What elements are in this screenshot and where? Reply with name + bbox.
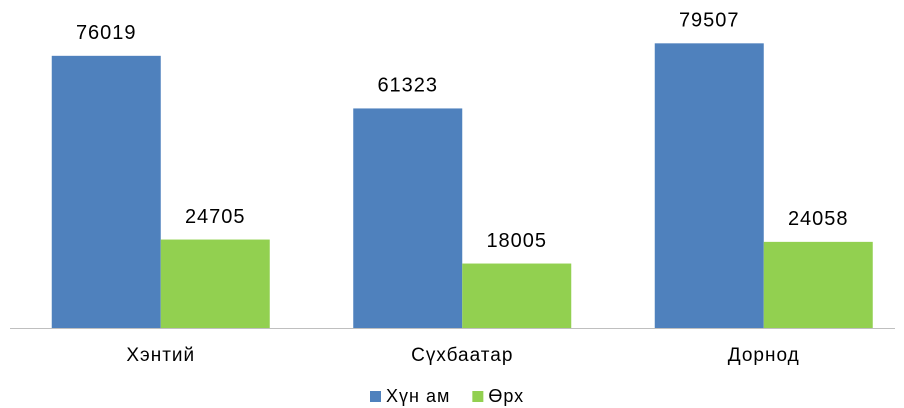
bar [654, 43, 764, 328]
data-label: 79507 [679, 10, 740, 32]
bar [353, 108, 463, 328]
data-label: 61323 [377, 75, 438, 97]
data-label: 24705 [185, 206, 246, 228]
legend-swatch [472, 391, 484, 402]
legend-label: Хүн ам [386, 386, 450, 406]
x-tick-label: Дорнод [728, 345, 800, 366]
bar [462, 263, 572, 328]
x-tick-label: Хэнтий [126, 345, 195, 366]
legend-swatch [370, 391, 381, 402]
data-label: 18005 [486, 230, 547, 252]
data-label: 76019 [76, 22, 137, 44]
bar [160, 239, 270, 328]
bar [51, 55, 161, 329]
x-tick-label: Сүхбаатар [411, 345, 513, 366]
data-label: 24058 [788, 208, 849, 230]
bar [763, 241, 873, 328]
legend-label: Өрх [488, 386, 524, 406]
